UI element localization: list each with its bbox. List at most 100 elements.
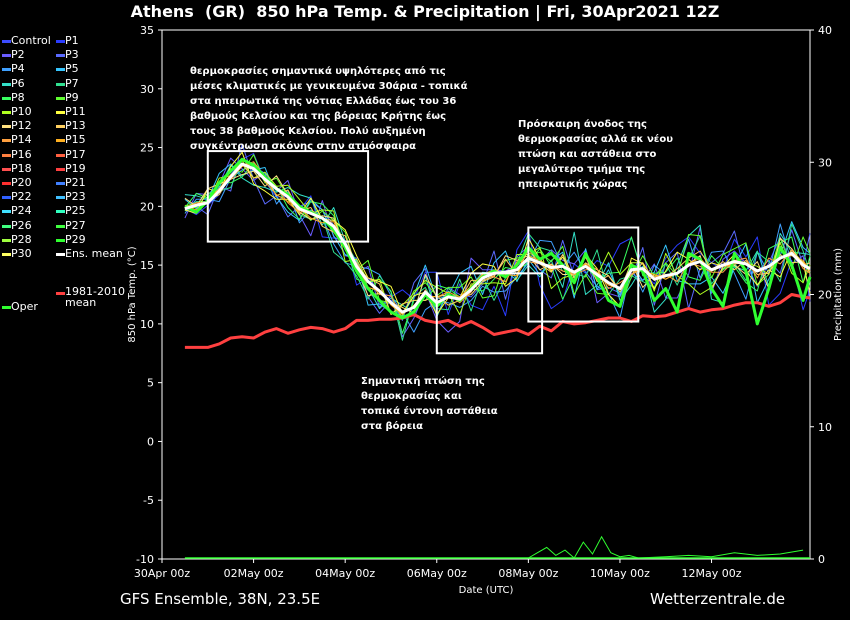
member-line-p11 [184, 151, 811, 315]
legend-label: Ens. mean [65, 247, 123, 260]
box-temporary-rise [527, 226, 640, 323]
legend-swatch [56, 182, 65, 185]
legend-label: P8 [11, 90, 25, 104]
box-temperature-drop [435, 272, 544, 355]
y2-tick-label: 0 [818, 553, 825, 566]
legend-swatch [56, 82, 65, 86]
legend-swatch [2, 111, 11, 114]
legend-swatch [56, 238, 65, 242]
legend-label: P18 [11, 161, 32, 175]
footer-source: Wetterzentrale.de [650, 590, 786, 608]
y2-tick-label: 30 [818, 156, 832, 169]
x-axis-label: Date (UTC) [459, 585, 514, 596]
x-tick-label: 10May 00z [590, 567, 650, 580]
member-line-p14 [184, 161, 811, 320]
legend-label: P21 [65, 176, 86, 189]
box-heatwave [206, 150, 370, 243]
legend-swatch [56, 253, 65, 256]
y2-tick-label: 20 [818, 289, 832, 302]
legend-label: P9 [65, 90, 79, 104]
x-tick-label: 30Apr 00z [134, 567, 191, 580]
legend-swatch [56, 224, 65, 228]
legend-label: P12 [11, 119, 32, 133]
y2-axis-label: Precipitation (mm) [833, 248, 844, 341]
legend-label: P4 [11, 62, 25, 76]
precip-member-line [528, 535, 804, 559]
y-axis-label: 850 hPa Temp. (°C) [127, 246, 138, 342]
legend-swatch [2, 238, 11, 242]
y2-tick-label: 10 [818, 421, 832, 434]
legend-swatch [2, 125, 11, 129]
legend-label: P27 [65, 218, 86, 232]
legend-swatch [56, 139, 65, 143]
legend-swatch [2, 182, 11, 185]
annotation-heatwave: θερμοκρασίες σημαντικά υψηλότερες από τι… [190, 66, 468, 152]
legend-swatch [2, 306, 11, 309]
legend-swatch [2, 153, 11, 157]
legend-swatch [56, 153, 65, 157]
x-tick-label: 04May 00z [315, 567, 375, 580]
legend-label: P22 [11, 190, 32, 204]
legend-label: P16 [11, 147, 32, 161]
legend-label: P6 [11, 76, 25, 90]
legend-swatch [56, 210, 65, 214]
legend-label: P13 [65, 119, 86, 133]
legend-swatch [2, 167, 11, 171]
annotation-temporary-rise: Πρόσκαιρη άνοδος της θερμοκρασίας αλλά ε… [518, 119, 673, 190]
legend-swatch [56, 68, 65, 72]
y-tick-label: 35 [140, 24, 154, 37]
y-tick-label: 15 [140, 259, 154, 272]
legend-label: P28 [11, 232, 32, 246]
chart-title: Athens (GR) 850 hPa Temp. & Precipitatio… [130, 2, 720, 21]
legend-label: P29 [65, 232, 86, 246]
legend-label: P23 [65, 190, 86, 204]
legend-swatch [56, 111, 65, 114]
legend-swatch [2, 139, 11, 143]
legend-swatch [56, 292, 65, 295]
legend-label: P24 [11, 204, 32, 218]
legend-label: P20 [11, 176, 32, 189]
legend-swatch [2, 196, 11, 200]
legend-swatch [2, 40, 11, 43]
legend-swatch [56, 196, 65, 200]
legend-label: P5 [65, 62, 79, 76]
legend-swatch [2, 224, 11, 228]
legend-label: P17 [65, 147, 86, 161]
legend-swatch [56, 54, 65, 58]
y2-tick-label: 40 [818, 24, 832, 37]
footer-model-info: GFS Ensemble, 38N, 23.5E [120, 590, 321, 608]
y-tick-label: 30 [140, 83, 154, 96]
member-line-p5 [184, 163, 811, 317]
annotation-temperature-drop: Σημαντική πτώση της θερμοκρασίας και τοπ… [361, 376, 498, 432]
x-tick-label: 08May 00z [498, 567, 558, 580]
legend-label: P11 [65, 105, 86, 118]
y-tick-label: 25 [140, 142, 154, 155]
legend-label: P14 [11, 133, 32, 147]
legend-label: P1 [65, 34, 79, 47]
legend-swatch [56, 167, 65, 171]
y-tick-label: -5 [143, 494, 154, 507]
legend-label: P15 [65, 133, 86, 147]
y-tick-label: 5 [147, 377, 154, 390]
legend-swatch [2, 68, 11, 72]
legend-swatch [56, 96, 65, 100]
legend-label: Control [11, 34, 51, 47]
legend-swatch [56, 125, 65, 129]
y-tick-label: 0 [147, 435, 154, 448]
climatology-line [184, 293, 811, 349]
legend-label: P2 [11, 48, 25, 62]
legend-label: 1981-2010 mean [65, 285, 125, 309]
y-tick-label: 10 [140, 318, 154, 331]
legend-label: P3 [65, 48, 79, 62]
legend-swatch [2, 210, 11, 214]
member-line-p10 [184, 160, 811, 315]
legend-label: Oper [11, 300, 38, 313]
x-tick-label: 02May 00z [224, 567, 284, 580]
legend-label: P30 [11, 247, 32, 260]
legend-label: P10 [11, 105, 32, 118]
legend-label: P25 [65, 204, 86, 218]
x-tick-label: 12May 00z [682, 567, 742, 580]
legend-label: P26 [11, 218, 32, 232]
legend-label: P7 [65, 76, 79, 90]
